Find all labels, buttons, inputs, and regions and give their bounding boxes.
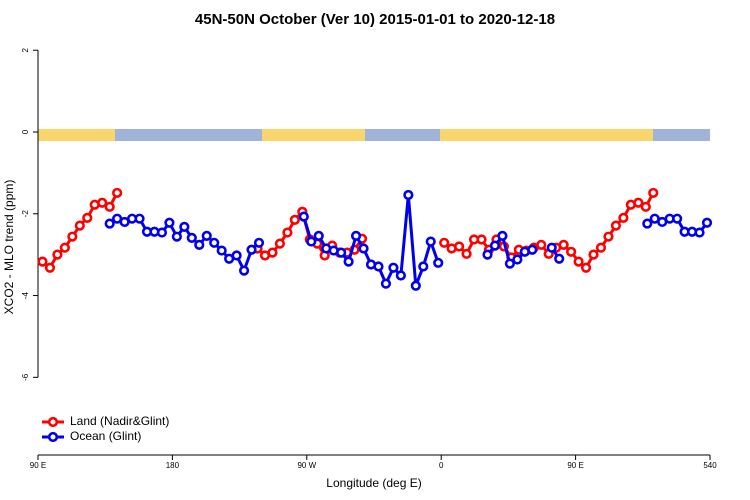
legend-marker	[47, 431, 59, 443]
data-point	[358, 243, 369, 254]
chart-title: 45N-50N October (Ver 10) 2015-01-01 to 2…	[195, 11, 555, 28]
data-point	[306, 236, 317, 247]
x-tick-label: 0	[439, 461, 444, 470]
data-point	[566, 246, 577, 257]
data-point	[418, 261, 429, 272]
data-point	[343, 256, 354, 267]
data-point	[454, 241, 465, 252]
data-point	[274, 238, 286, 249]
data-point	[209, 237, 220, 248]
data-point	[350, 230, 362, 241]
data-point	[410, 280, 421, 291]
y-tick-label: 2	[21, 47, 30, 52]
y-tick-label: -2	[21, 210, 30, 218]
data-point	[497, 230, 508, 241]
data-point	[504, 258, 515, 269]
data-point	[313, 230, 324, 241]
data-point	[74, 220, 85, 231]
data-point	[104, 218, 115, 229]
data-point	[52, 249, 63, 260]
data-point	[489, 240, 501, 251]
legend-label: Land (Nadir&Glint)	[70, 414, 169, 428]
data-point	[395, 270, 406, 281]
land-ocean-strip	[38, 129, 710, 141]
data-point	[282, 227, 293, 238]
data-point	[156, 227, 168, 238]
data-point	[179, 221, 190, 232]
data-point	[580, 262, 592, 273]
data-point	[134, 213, 145, 224]
data-point	[573, 256, 584, 267]
data-point	[164, 217, 175, 228]
data-point	[253, 237, 265, 248]
x-tick-label: 540	[703, 461, 717, 470]
y-tick-label: -6	[21, 373, 30, 381]
data-point	[231, 250, 242, 261]
x-tick-label: 90 E	[30, 461, 46, 470]
data-point	[527, 244, 538, 255]
x-tick-label: 90 W	[297, 461, 316, 470]
data-point	[37, 256, 48, 267]
data-point	[112, 187, 123, 199]
data-point	[186, 232, 197, 243]
data-point	[336, 247, 347, 258]
y-tick-label: -4	[21, 291, 30, 299]
y-axis-label: XCO2 - MLO trend (ppm)	[2, 180, 16, 315]
data-point	[536, 239, 547, 250]
data-point	[82, 212, 93, 223]
data-point	[482, 249, 493, 260]
data-point	[97, 197, 108, 208]
legend-label: Ocean (Glint)	[70, 429, 141, 443]
data-point	[672, 213, 683, 224]
legend-marker	[47, 416, 59, 428]
data-point	[603, 231, 614, 242]
data-point	[171, 231, 182, 242]
data-point	[216, 245, 227, 256]
data-point	[388, 262, 399, 273]
data-point	[289, 214, 300, 226]
data-point	[461, 248, 472, 259]
data-point	[588, 249, 599, 260]
data-point	[238, 265, 250, 276]
data-point	[554, 253, 565, 264]
data-point	[546, 242, 557, 253]
data-point	[425, 236, 436, 247]
data-point	[610, 220, 622, 231]
data-point	[104, 201, 115, 212]
data-point	[380, 278, 392, 289]
data-point	[298, 211, 309, 222]
data-point	[476, 234, 487, 245]
data-point	[194, 239, 205, 250]
data-point	[44, 262, 56, 273]
data-point	[403, 189, 414, 201]
data-point	[701, 217, 713, 228]
data-point	[618, 212, 629, 223]
x-tick-label: 90 E	[567, 461, 583, 470]
data-point	[246, 244, 257, 255]
data-point	[558, 239, 569, 250]
data-point	[633, 197, 644, 208]
y-tick-label: 0	[21, 129, 30, 134]
data-point	[642, 218, 653, 229]
data-point	[59, 242, 70, 253]
data-point	[67, 231, 78, 242]
data-point	[433, 257, 444, 268]
data-point	[201, 230, 212, 241]
data-point	[648, 187, 659, 199]
data-point	[640, 201, 651, 212]
data-point	[439, 237, 450, 248]
data-point	[694, 227, 705, 238]
data-point	[267, 247, 278, 258]
x-axis-label: Longitude (deg E)	[326, 476, 421, 490]
data-point	[595, 242, 607, 253]
data-point	[373, 261, 384, 272]
x-tick-label: 180	[166, 461, 180, 470]
data-point	[512, 254, 523, 265]
